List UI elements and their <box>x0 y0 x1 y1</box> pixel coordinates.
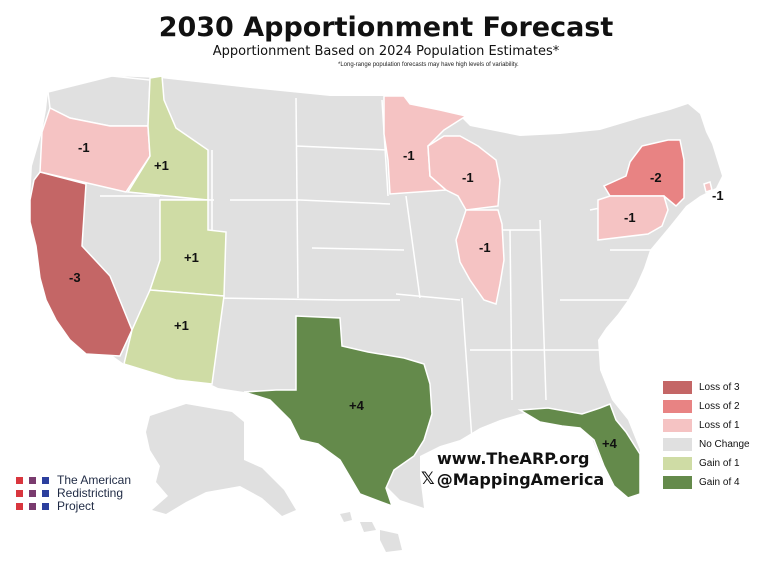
footnote: *Long-range population forecasts may hav… <box>338 62 519 68</box>
label-arizona: +1 <box>174 318 189 333</box>
website-link[interactable]: www.TheARP.org <box>437 449 590 468</box>
legend-item: No Change <box>663 435 750 454</box>
legend-swatch <box>663 438 692 451</box>
state-pennsylvania <box>597 195 669 241</box>
legend-label: Gain of 1 <box>699 458 740 469</box>
x-logo-icon: 𝕏 <box>421 469 435 489</box>
legend-swatch <box>663 400 692 413</box>
alaska <box>146 404 296 516</box>
state-arizona <box>123 289 225 385</box>
legend: Loss of 3 Loss of 2 Loss of 1 No Change … <box>663 378 750 492</box>
state-idaho <box>126 75 209 201</box>
label-florida: +4 <box>602 436 618 451</box>
legend-label: No Change <box>699 439 750 450</box>
state-labels: -1 +1 -3 +1 +1 +4 -1 -1 -1 -2 -1 -1 +4 <box>69 140 724 451</box>
state-utah <box>148 199 227 297</box>
legend-label: Loss of 2 <box>699 401 740 412</box>
legend-label: Loss of 3 <box>699 382 740 393</box>
label-utah: +1 <box>184 250 199 265</box>
legend-swatch <box>663 476 692 489</box>
state-texas <box>243 315 433 508</box>
state-wisconsin <box>427 135 501 211</box>
social-handle[interactable]: 𝕏 @MappingAmerica <box>421 469 604 489</box>
legend-swatch <box>663 419 692 432</box>
label-texas: +4 <box>349 398 365 413</box>
page-subtitle: Apportionment Based on 2024 Population E… <box>212 44 560 59</box>
legend-label: Loss of 1 <box>699 420 740 431</box>
legend-item: Loss of 1 <box>663 416 750 435</box>
legend-label: Gain of 4 <box>699 477 740 488</box>
hawaii <box>340 512 402 552</box>
label-wisconsin: -1 <box>462 170 474 185</box>
legend-item: Loss of 2 <box>663 397 750 416</box>
handle-text: @MappingAmerica <box>436 469 605 489</box>
legend-item: Loss of 3 <box>663 378 750 397</box>
state-new-york <box>602 139 685 208</box>
logo-text: The American Redistricting Project <box>57 473 132 513</box>
logo-dots-icon <box>16 477 49 513</box>
label-oregon: -1 <box>78 140 90 155</box>
legend-swatch <box>663 457 692 470</box>
page-title: 2030 Apportionment Forecast <box>158 12 614 43</box>
legend-item: Gain of 1 <box>663 454 750 473</box>
label-new-york: -2 <box>650 170 662 185</box>
state-rhode-island <box>703 181 713 193</box>
label-illinois: -1 <box>479 240 491 255</box>
state-illinois <box>455 209 505 305</box>
label-california: -3 <box>69 270 81 285</box>
state-california <box>29 171 133 357</box>
state-florida <box>517 403 641 499</box>
label-rhode-island: -1 <box>712 188 724 203</box>
arp-logo: The American Redistricting Project <box>16 474 131 513</box>
legend-item: Gain of 4 <box>663 473 750 492</box>
label-minnesota: -1 <box>403 148 415 163</box>
label-pennsylvania: -1 <box>624 210 636 225</box>
label-idaho: +1 <box>154 158 169 173</box>
legend-swatch <box>663 381 692 394</box>
colored-states <box>29 75 713 508</box>
